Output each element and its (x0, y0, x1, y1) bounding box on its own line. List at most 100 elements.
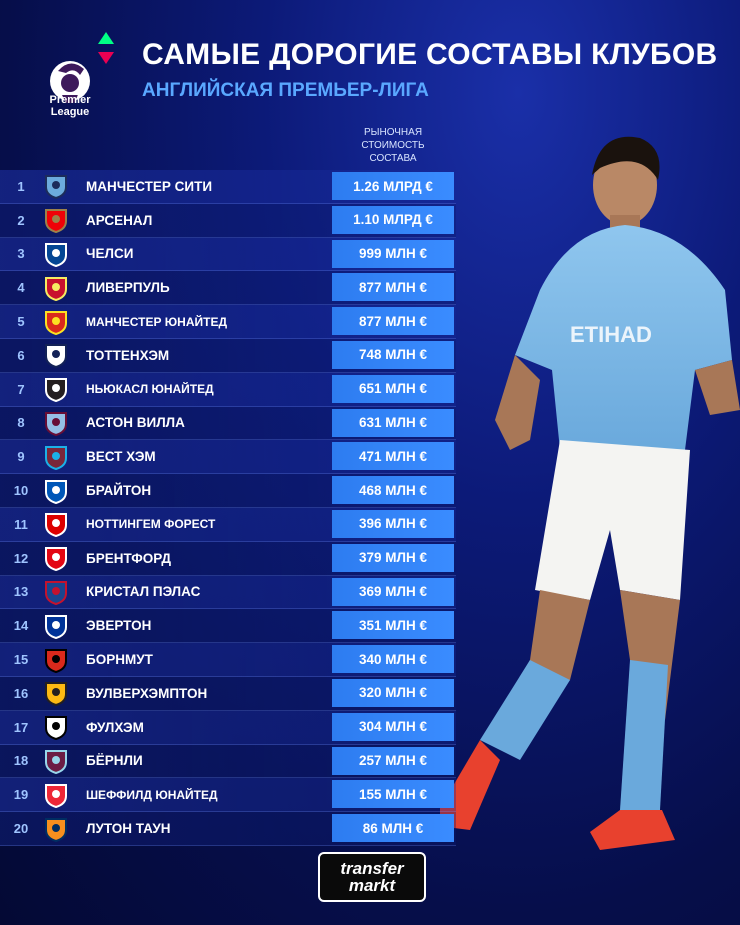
tottenham-crest-icon (42, 342, 70, 369)
club-name: НЬЮКАСЛ ЮНАЙТЕД (86, 382, 214, 397)
luton-crest-icon (42, 816, 70, 842)
rank-number: 11 (14, 516, 28, 532)
aston-villa-crest-icon (42, 410, 70, 436)
table-row: 14 ЭВЕРТОН 351 МЛН € (0, 609, 456, 644)
club-name: АРСЕНАЛ (86, 212, 153, 228)
club-name: ВУЛВЕРХЭМПТОН (86, 685, 208, 701)
brighton-crest-icon (42, 478, 70, 504)
market-value: 468 МЛН € (332, 476, 454, 505)
rank-number: 19 (13, 787, 29, 803)
club-name: ЧЕЛСИ (86, 246, 134, 262)
table-row: 6 ТОТТЕНХЭМ 748 МЛН € (0, 338, 456, 373)
table-row: 10 БРАЙТОН 468 МЛН € (0, 474, 456, 508)
brentford-crest-icon (42, 545, 70, 572)
club-name: ШЕФФИЛД ЮНАЙТЕД (86, 787, 218, 802)
market-value: 155 МЛН € (332, 780, 454, 809)
rank-number: 8 (17, 415, 25, 431)
table-row: 5 МАНЧЕСТЕР ЮНАЙТЕД 877 МЛН € (0, 305, 456, 339)
club-name: КРИСТАЛ ПЭЛАС (86, 584, 201, 600)
table-row: 9 ВЕСТ ХЭМ 471 МЛН € (0, 440, 456, 475)
market-value: 340 МЛН € (332, 645, 454, 674)
table-row: 7 НЬЮКАСЛ ЮНАЙТЕД 651 МЛН € (0, 372, 456, 407)
market-value: 257 МЛН € (332, 746, 454, 775)
rank-number: 1 (17, 178, 25, 194)
club-name: ЛУТОН ТАУН (86, 821, 171, 837)
up-down-arrows-icon (98, 32, 114, 64)
rank-number: 7 (17, 381, 25, 397)
table-row: 20 ЛУТОН ТАУН 86 МЛН € (0, 812, 456, 846)
table-row: 3 ЧЕЛСИ 999 МЛН € (0, 237, 456, 272)
market-value: 1.10 МЛРД € (332, 205, 454, 234)
man-city-crest-icon (42, 173, 70, 200)
table-row: 1 МАНЧЕСТЕР СИТИ 1.26 МЛРД € (0, 170, 456, 204)
market-value: 396 МЛН € (332, 509, 454, 538)
table-row: 16 ВУЛВЕРХЭМПТОН 320 МЛН € (0, 676, 456, 711)
everton-crest-icon (42, 613, 70, 639)
transfermarkt-logo: transfer markt (318, 852, 426, 902)
player-photo: ETIHAD (440, 136, 740, 850)
club-value-table: 1 МАНЧЕСТЕР СИТИ 1.26 МЛРД € 2 АРСЕНАЛ 1… (0, 170, 456, 846)
newcastle-crest-icon (42, 376, 70, 403)
bournemouth-crest-icon (42, 647, 70, 673)
market-value: 877 МЛН € (332, 273, 454, 302)
market-value: 379 МЛН € (332, 543, 454, 572)
club-name: МАНЧЕСТЕР СИТИ (86, 178, 213, 194)
rank-number: 20 (13, 821, 29, 837)
club-name: БРАЙТОН (86, 483, 152, 499)
table-row: 17 ФУЛХЭМ 304 МЛН € (0, 710, 456, 745)
rank-number: 16 (13, 685, 29, 701)
man-utd-crest-icon (42, 309, 70, 335)
club-name: ЭВЕРТОН (86, 618, 152, 634)
burnley-crest-icon (42, 748, 70, 774)
market-value: 1.26 МЛРД € (332, 172, 454, 200)
svg-text:ETIHAD: ETIHAD (570, 322, 652, 347)
premier-league-logo-text: Premier League (49, 94, 91, 118)
chelsea-crest-icon (42, 241, 70, 267)
market-value: 631 МЛН € (332, 408, 454, 437)
page-subtitle: АНГЛИЙСКАЯ ПРЕМЬЕР-ЛИГА (142, 80, 429, 101)
rank-number: 17 (13, 719, 29, 735)
west-ham-crest-icon (42, 444, 70, 470)
arsenal-crest-icon (42, 207, 70, 234)
market-value: 877 МЛН € (332, 307, 454, 336)
market-value: 304 МЛН € (332, 712, 454, 741)
crystal-palace-crest-icon (42, 579, 70, 605)
table-row: 19 ШЕФФИЛД ЮНАЙТЕД 155 МЛН € (0, 778, 456, 813)
rank-number: 6 (17, 347, 25, 363)
market-value: 748 МЛН € (332, 340, 454, 369)
sheffield-utd-crest-icon (42, 782, 70, 808)
fulham-crest-icon (42, 714, 70, 741)
club-name: МАНЧЕСТЕР ЮНАЙТЕД (86, 314, 228, 329)
market-value: 999 МЛН € (332, 239, 454, 268)
market-value: 369 МЛН € (332, 577, 454, 606)
value-column-header: РЫНОЧНАЯ СТОИМОСТЬ СОСТАВА (361, 127, 425, 164)
club-name: ЛИВЕРПУЛЬ (86, 280, 170, 296)
market-value: 320 МЛН € (332, 678, 454, 707)
table-row: 4 ЛИВЕРПУЛЬ 877 МЛН € (0, 271, 456, 306)
rank-number: 2 (17, 212, 25, 228)
table-row: 12 БРЕНТФОРД 379 МЛН € (0, 541, 456, 576)
table-row: 15 БОРНМУТ 340 МЛН € (0, 643, 456, 677)
table-row: 13 КРИСТАЛ ПЭЛАС 369 МЛН € (0, 575, 456, 610)
rank-number: 15 (13, 652, 29, 668)
market-value: 86 МЛН € (332, 814, 454, 843)
club-name: ФУЛХЭМ (86, 719, 144, 735)
club-name: НОТТИНГЕМ ФОРЕСТ (86, 517, 216, 532)
club-name: ТОТТЕНХЭМ (86, 347, 170, 363)
club-name: БОРНМУТ (86, 652, 153, 668)
club-name: ВЕСТ ХЭМ (86, 449, 156, 465)
rank-number: 9 (17, 449, 25, 465)
rank-number: 5 (17, 314, 25, 330)
rank-number: 4 (17, 280, 25, 296)
rank-number: 10 (13, 483, 29, 499)
page-title: САМЫЕ ДОРОГИЕ СОСТАВЫ КЛУБОВ (142, 38, 718, 71)
table-row: 8 АСТОН ВИЛЛА 631 МЛН € (0, 406, 456, 441)
market-value: 351 МЛН € (332, 611, 454, 640)
rank-number: 3 (17, 246, 25, 262)
premier-league-logo-icon (50, 61, 90, 103)
rank-number: 12 (13, 550, 29, 566)
club-name: БРЕНТФОРД (86, 550, 171, 566)
rank-number: 14 (13, 618, 29, 634)
rank-number: 13 (13, 584, 29, 600)
table-row: 11 НОТТИНГЕМ ФОРЕСТ 396 МЛН € (0, 507, 456, 542)
